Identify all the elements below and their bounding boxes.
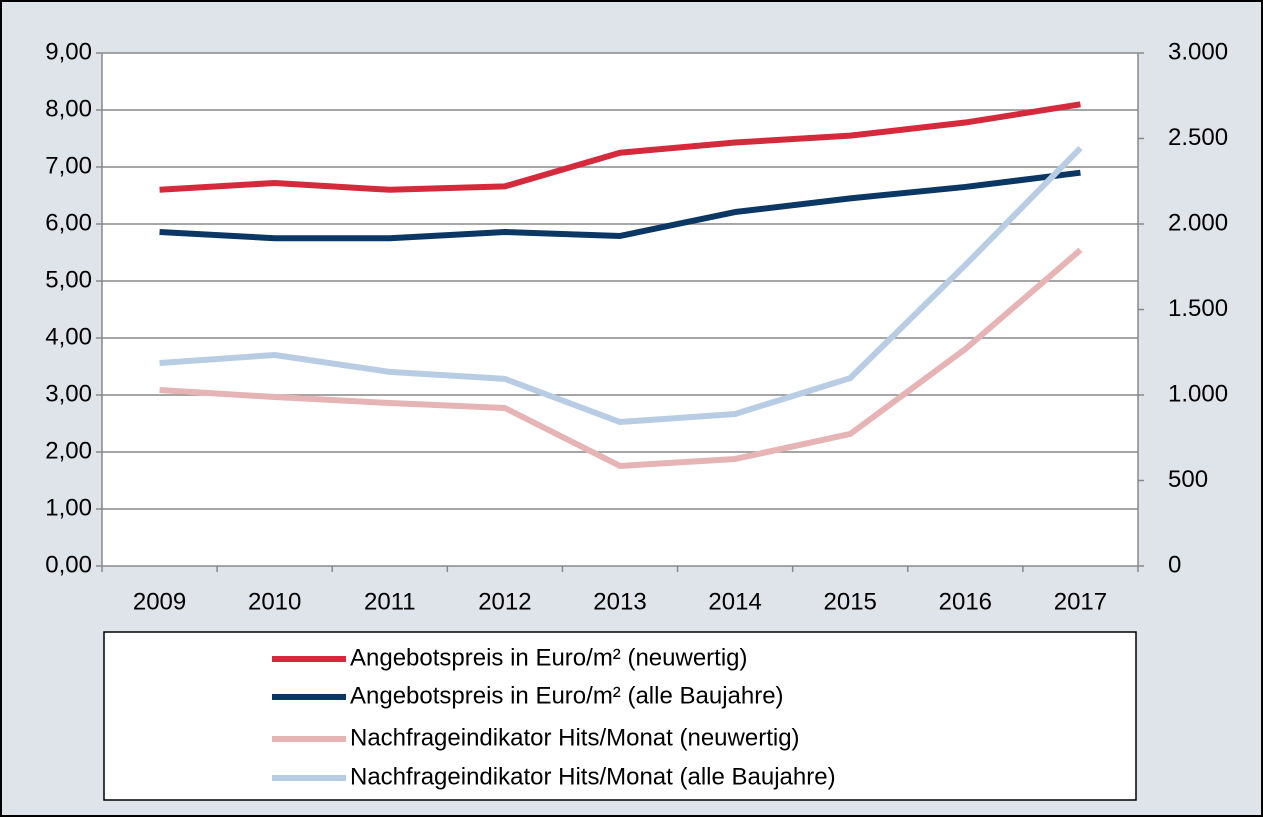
legend-label: Angebotspreis in Euro/m² (neuwertig) bbox=[350, 644, 748, 671]
y2-tick-label: 0 bbox=[1168, 551, 1181, 578]
x-tick-label: 2014 bbox=[708, 588, 761, 615]
y2-tick-label: 500 bbox=[1168, 466, 1208, 493]
y-tick-label: 8,00 bbox=[45, 95, 92, 122]
x-tick-label: 2009 bbox=[133, 588, 186, 615]
series-line bbox=[159, 169, 1081, 242]
series-line bbox=[159, 145, 1083, 426]
y-tick-label: 0,00 bbox=[45, 551, 92, 578]
y-tick-label: 9,00 bbox=[45, 38, 92, 65]
plot-area bbox=[102, 53, 1138, 566]
y2-tick-label: 1.500 bbox=[1168, 295, 1228, 322]
series-line bbox=[159, 247, 1083, 469]
legend-label: Nachfrageindikator Hits/Monat (alle Bauj… bbox=[350, 763, 836, 790]
y-tick-label: 7,00 bbox=[45, 152, 92, 179]
x-tick-label: 2013 bbox=[593, 588, 646, 615]
y2-tick-label: 1.000 bbox=[1168, 380, 1228, 407]
x-tick-label: 2016 bbox=[939, 588, 992, 615]
y2-tick-label: 2.500 bbox=[1168, 124, 1228, 151]
x-tick-label: 2010 bbox=[248, 588, 301, 615]
y-tick-label: 2,00 bbox=[45, 437, 92, 464]
x-tick-label: 2012 bbox=[478, 588, 531, 615]
x-tick-label: 2017 bbox=[1054, 588, 1107, 615]
series-line bbox=[159, 101, 1081, 193]
y2-tick-label: 3.000 bbox=[1168, 38, 1228, 65]
y-tick-label: 5,00 bbox=[45, 266, 92, 293]
y2-tick-label: 2.000 bbox=[1168, 209, 1228, 236]
y-tick-label: 3,00 bbox=[45, 380, 92, 407]
legend-label: Nachfrageindikator Hits/Monat (neuwertig… bbox=[350, 724, 800, 751]
y-tick-label: 1,00 bbox=[45, 494, 92, 521]
y-tick-label: 6,00 bbox=[45, 209, 92, 236]
x-tick-label: 2015 bbox=[824, 588, 877, 615]
legend-label: Angebotspreis in Euro/m² (alle Baujahre) bbox=[350, 682, 784, 709]
y-tick-label: 4,00 bbox=[45, 323, 92, 350]
x-tick-label: 2011 bbox=[364, 588, 416, 615]
